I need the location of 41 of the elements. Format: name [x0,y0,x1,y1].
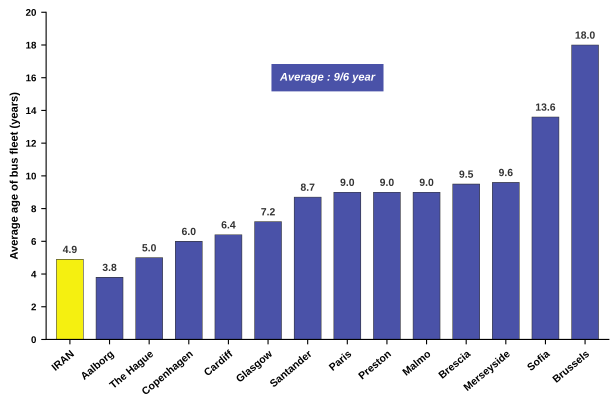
bar [532,116,560,340]
y-tick-label: 18 [26,42,36,49]
bar [214,234,242,340]
bar [56,259,84,340]
y-axis-title: Average age of bus fleet (years) [10,92,20,260]
bar [175,241,203,340]
bar [571,44,599,340]
y-tick-label: 20 [26,9,36,16]
bar [412,192,440,340]
y-tick-label: 14 [26,107,36,114]
annotation: Average : 9/6 year [280,72,376,83]
y-tick-label: 16 [26,74,36,82]
y-tick-label: 12 [26,140,36,147]
y-tick-label: 6 [31,238,36,245]
bar [135,257,163,340]
data-label: 4.9 [62,246,77,254]
y-tick-label: 8 [31,205,36,212]
data-label: 6.0 [182,228,196,236]
data-label: 9.0 [380,178,394,186]
data-label: 9.0 [420,178,434,186]
y-tick-label: 4 [31,270,36,278]
data-label: 9.5 [459,170,474,178]
data-label: 18.0 [576,31,595,39]
bar [254,221,282,340]
data-label: 9.6 [498,168,513,176]
bar [373,192,401,340]
y-tick-label: 2 [31,303,36,310]
data-label: 3.8 [102,264,116,272]
data-label: 5.0 [142,244,156,252]
data-label: 6.4 [222,221,236,229]
data-label: 9.0 [340,178,354,186]
bar [492,182,520,340]
data-label: 7.2 [261,208,275,216]
y-tick-label: 0 [31,336,36,344]
bar [294,196,322,340]
bar [452,184,480,340]
data-label: 8.7 [300,184,314,191]
y-tick-label: 10 [26,172,36,180]
bar [96,277,124,340]
data-label: 13.6 [536,103,556,111]
bar [334,192,362,340]
